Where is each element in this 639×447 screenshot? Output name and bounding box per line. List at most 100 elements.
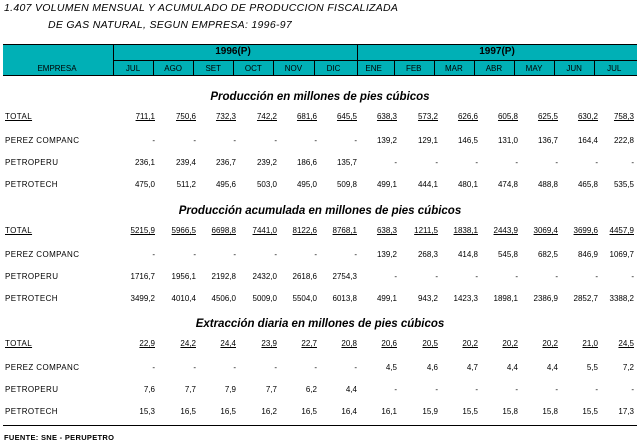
- row-label: PETROPERU: [5, 272, 59, 281]
- header-month-divider: [313, 61, 315, 75]
- table-cell: 5,5: [586, 363, 598, 372]
- table-cell: 2386,9: [533, 294, 558, 303]
- table-cell: 15,5: [462, 407, 478, 416]
- header-month-divider: [433, 61, 435, 75]
- table-cell: -: [193, 363, 196, 372]
- header-month-nov-4: NOV: [284, 64, 303, 73]
- table-cell: 2443,9: [493, 226, 518, 235]
- table-cell: 742,2: [256, 112, 277, 121]
- table-cell: -: [314, 250, 317, 259]
- table-cell: 236,1: [134, 158, 155, 167]
- row-label: PEREZ COMPANC: [5, 250, 80, 259]
- table-cell: 6,2: [305, 385, 317, 394]
- table-cell: 2432,0: [252, 272, 277, 281]
- header-month-divider: [393, 61, 395, 75]
- table-cell: -: [314, 363, 317, 372]
- table-cell: 20,8: [341, 339, 357, 348]
- table-cell: 3069,4: [533, 226, 558, 235]
- table-cell: 136,7: [537, 136, 558, 145]
- table-cell: 23,9: [261, 339, 277, 348]
- header-month-divider: [193, 61, 195, 75]
- table-cell: 8768,1: [332, 226, 357, 235]
- table-cell: 5009,0: [252, 294, 277, 303]
- header-year-rule: [113, 60, 637, 61]
- table-cell: 480,1: [457, 180, 478, 189]
- header-year-1996: 1996(P): [215, 46, 251, 57]
- table-cell: 239,2: [256, 158, 277, 167]
- table-cell: -: [631, 272, 634, 281]
- table-title-line-1: 1.407 VOLUMEN MENSUAL Y ACUMULADO DE PRO…: [4, 2, 399, 14]
- row-label: PETROTECH: [5, 294, 58, 303]
- table-cell: 22,7: [301, 339, 317, 348]
- header-month-jul-0: JUL: [125, 64, 141, 73]
- table-cell: 846,9: [577, 250, 598, 259]
- table-cell: 7,2: [622, 363, 634, 372]
- section-title-1: Producción acumulada en millones de pies…: [178, 205, 462, 217]
- table-cell: 4010,4: [171, 294, 196, 303]
- table-cell: 139,2: [376, 136, 397, 145]
- table-cell: -: [631, 385, 634, 394]
- table-cell: -: [475, 385, 478, 394]
- table-cell: 15,3: [139, 407, 155, 416]
- table-cell: 750,6: [175, 112, 196, 121]
- row-label: PETROTECH: [5, 407, 58, 416]
- table-cell: 535,5: [613, 180, 634, 189]
- table-cell: 573,2: [417, 112, 438, 121]
- table-cell: 16,1: [381, 407, 397, 416]
- table-cell: 129,1: [417, 136, 438, 145]
- table-cell: 732,3: [215, 112, 236, 121]
- header-top-rule: [3, 44, 637, 45]
- table-cell: 164,4: [577, 136, 598, 145]
- table-cell: -: [595, 385, 598, 394]
- table-cell: -: [435, 272, 438, 281]
- header-month-divider: [233, 61, 235, 75]
- table-cell: 5966,5: [171, 226, 196, 235]
- table-cell: 22,9: [139, 339, 155, 348]
- table-cell: -: [314, 136, 317, 145]
- table-cell: 509,8: [336, 180, 357, 189]
- header-month-ago-1: AGO: [164, 64, 183, 73]
- table-cell: 4,5: [385, 363, 397, 372]
- table-cell: 6013,8: [332, 294, 357, 303]
- table-cell: 2618,6: [292, 272, 317, 281]
- table-cell: -: [394, 158, 397, 167]
- table-cell: -: [435, 385, 438, 394]
- table-cell: 444,1: [417, 180, 438, 189]
- table-cell: -: [274, 136, 277, 145]
- table-cell: 6698,8: [211, 226, 236, 235]
- table-cell: 511,2: [176, 180, 196, 189]
- table-cell: 7,7: [184, 385, 196, 394]
- table-cell: 5215,9: [130, 226, 155, 235]
- table-cell: -: [354, 250, 357, 259]
- header-month-mar-8: MAR: [444, 64, 463, 73]
- table-cell: 7,7: [265, 385, 277, 394]
- table-cell: 1716,7: [130, 272, 155, 281]
- table-cell: 499,1: [376, 180, 397, 189]
- table-cell: -: [555, 385, 558, 394]
- table-cell: -: [233, 250, 236, 259]
- table-cell: 495,6: [215, 180, 236, 189]
- table-cell: 236,7: [215, 158, 236, 167]
- row-label: PETROPERU: [5, 385, 59, 394]
- table-cell: 414,8: [457, 250, 478, 259]
- table-cell: 17,3: [618, 407, 634, 416]
- source-note: FUENTE: SNE - PERUPETRO: [4, 433, 115, 442]
- table-cell: 1211,5: [414, 226, 438, 235]
- table-cell: 1956,1: [171, 272, 196, 281]
- table-cell: -: [435, 158, 438, 167]
- header-month-oct-3: OCT: [244, 64, 262, 73]
- row-label: TOTAL: [5, 226, 33, 235]
- table-cell: 7441,0: [252, 226, 277, 235]
- table-cell: 24,4: [220, 339, 236, 348]
- table-cell: 638,3: [376, 226, 397, 235]
- table-cell: 239,4: [175, 158, 196, 167]
- table-cell: 139,2: [376, 250, 397, 259]
- table-cell: 131,0: [497, 136, 518, 145]
- table-cell: 4506,0: [211, 294, 236, 303]
- table-cell: -: [152, 136, 155, 145]
- table-cell: 630,2: [577, 112, 598, 121]
- row-label: TOTAL: [5, 112, 33, 121]
- table-title-line-2: DE GAS NATURAL, SEGUN EMPRESA: 1996-97: [48, 19, 293, 31]
- table-cell: 499,1: [376, 294, 397, 303]
- table-cell: -: [233, 363, 236, 372]
